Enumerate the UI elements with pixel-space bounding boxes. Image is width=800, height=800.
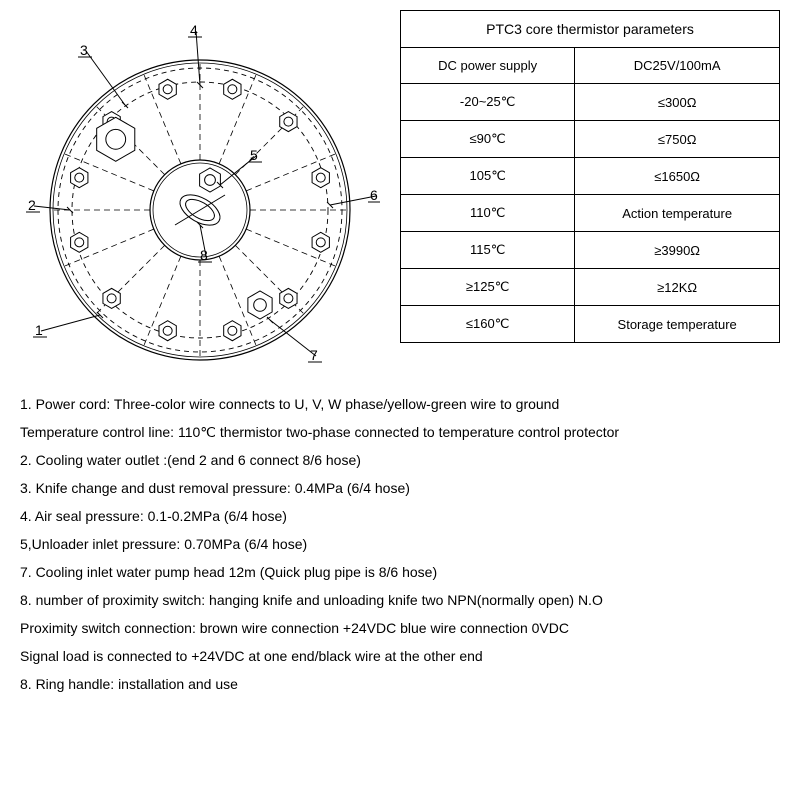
table-cell: Action temperature [575,195,780,232]
table-cell: 105℃ [401,158,575,195]
note-line: 2. Cooling water outlet :(end 2 and 6 co… [20,446,780,474]
svg-text:7: 7 [310,347,318,363]
table-row: ≤160℃Storage temperature [401,306,780,343]
table-row: 105℃≤1650Ω [401,158,780,195]
table-cell: DC power supply [401,48,575,84]
table-title: PTC3 core thermistor parameters [401,11,780,48]
svg-text:8: 8 [200,247,208,263]
note-line: 5,Unloader inlet pressure: 0.70MPa (6/4 … [20,530,780,558]
table-row: -20~25℃≤300Ω [401,84,780,121]
table-row: 115℃≥3990Ω [401,232,780,269]
note-line: 8. Ring handle: installation and use [20,670,780,698]
svg-text:4: 4 [190,22,198,38]
svg-text:2: 2 [28,197,36,213]
table-cell: ≤1650Ω [575,158,780,195]
notes-list: 1. Power cord: Three-color wire connects… [20,390,780,698]
svg-text:3: 3 [80,42,88,58]
table-cell: ≤750Ω [575,121,780,158]
table-cell: ≤300Ω [575,84,780,121]
parameters-table-wrapper: PTC3 core thermistor parameters DC power… [400,10,780,370]
note-line: 1. Power cord: Three-color wire connects… [20,390,780,418]
table-cell: ≤90℃ [401,121,575,158]
table-row: ≥125℃≥12KΩ [401,269,780,306]
table-cell: 115℃ [401,232,575,269]
table-cell: ≥3990Ω [575,232,780,269]
note-line: Temperature control line: 110℃ thermisto… [20,418,780,446]
parameters-table: PTC3 core thermistor parameters DC power… [400,10,780,343]
table-cell: DC25V/100mA [575,48,780,84]
table-cell: ≤160℃ [401,306,575,343]
table-row: 110℃Action temperature [401,195,780,232]
svg-text:6: 6 [370,187,378,203]
svg-text:1: 1 [35,322,43,338]
svg-text:5: 5 [250,147,258,163]
table-cell: ≥125℃ [401,269,575,306]
table-cell: Storage temperature [575,306,780,343]
circular-flange-diagram: 1 2 3 4 5 6 7 8 [20,10,380,370]
note-line: 8. number of proximity switch: hanging k… [20,586,780,614]
note-line: Proximity switch connection: brown wire … [20,614,780,642]
table-cell: 110℃ [401,195,575,232]
note-line: 7. Cooling inlet water pump head 12m (Qu… [20,558,780,586]
table-cell: ≥12KΩ [575,269,780,306]
note-line: Signal load is connected to +24VDC at on… [20,642,780,670]
note-line: 3. Knife change and dust removal pressur… [20,474,780,502]
table-row: ≤90℃≤750Ω [401,121,780,158]
note-line: 4. Air seal pressure: 0.1-0.2MPa (6/4 ho… [20,502,780,530]
table-row: DC power supplyDC25V/100mA [401,48,780,84]
table-cell: -20~25℃ [401,84,575,121]
